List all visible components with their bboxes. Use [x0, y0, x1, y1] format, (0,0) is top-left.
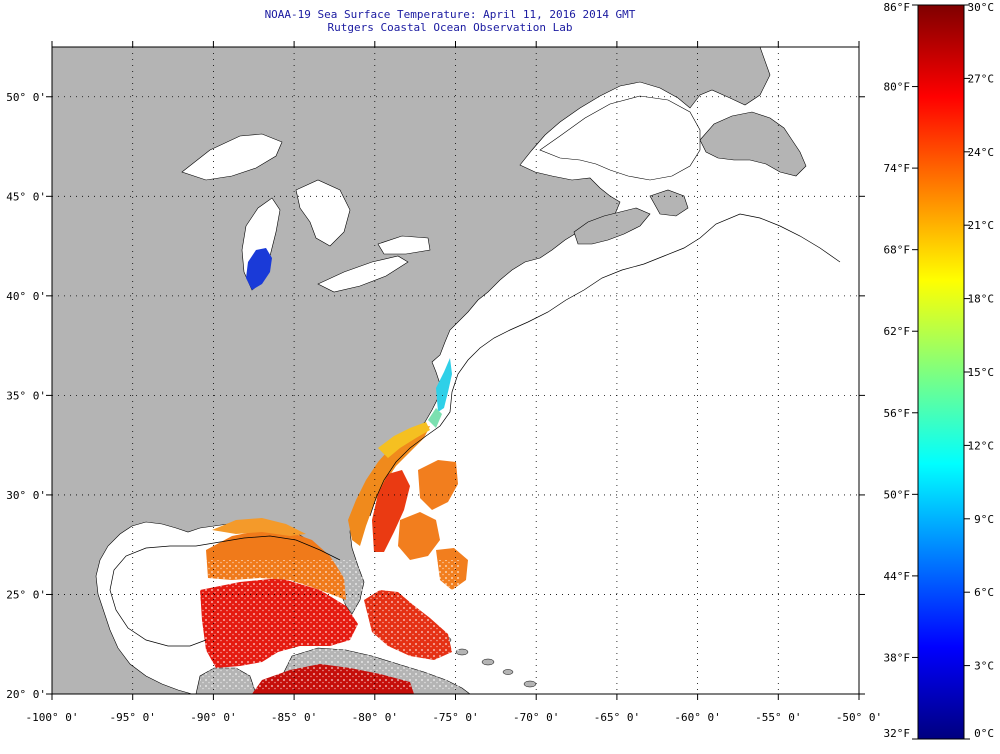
cb-c-label: 24°C [968, 146, 995, 159]
land-newfoundland [699, 111, 807, 177]
cb-f-label: 56°F [884, 407, 911, 420]
lon-tick-label: -100° 0' [26, 711, 79, 724]
latitude-axis: 50° 0' 45° 0' 40° 0' 35° 0' 30° 0' 25° 0' 20° … [6, 91, 865, 701]
cb-f-label: 32°F [884, 727, 911, 740]
lat-tick-label: 40° 0' [6, 290, 46, 303]
cb-c-label: 21°C [968, 219, 995, 232]
cb-f-label: 68°F [884, 244, 911, 257]
sst-carolina-shelf [378, 422, 430, 458]
cb-c-label: 30°C [968, 1, 995, 14]
lon-tick-label: -70° 0' [513, 711, 559, 724]
cb-c-label: 27°C [968, 72, 995, 85]
cloud-mask [200, 560, 460, 690]
cb-c-label: 15°C [968, 366, 995, 379]
cb-f-label: 62°F [884, 325, 911, 338]
lon-tick-label: -80° 0' [352, 711, 398, 724]
colorbar-celsius-labels: 30°C 27°C 24°C 21°C 18°C 15°C 12°C 9°C 6°C 3°C 0°C [964, 1, 994, 740]
gulf-st-lawrence [539, 95, 701, 181]
sst-atlantic-offshore [372, 470, 410, 552]
lat-tick-label: 45° 0' [6, 190, 46, 203]
land-nova-scotia [573, 207, 651, 245]
graticule [52, 47, 859, 694]
map-title: NOAA-19 Sea Surface Temperature: April 1… [264, 8, 636, 21]
lon-tick-label: -65° 0' [594, 711, 640, 724]
map-subtitle: Rutgers Coastal Ocean Observation Lab [327, 21, 573, 34]
cb-c-label: 0°C [974, 727, 994, 740]
land-cape-breton [649, 189, 689, 217]
lon-tick-label: -95° 0' [110, 711, 156, 724]
lon-tick-label: -75° 0' [432, 711, 478, 724]
cb-f-label: 44°F [884, 570, 911, 583]
lat-tick-label: 35° 0' [6, 389, 46, 402]
longitude-axis: -100° 0' -95° 0' -90° 0' -85° 0' -80° 0' -75°… [26, 41, 882, 724]
sst-mid-atlantic [436, 358, 452, 412]
lat-tick-label: 20° 0' [6, 688, 46, 701]
sst-lake-michigan [246, 248, 272, 290]
lon-tick-label: -85° 0' [271, 711, 317, 724]
lat-tick-label: 30° 0' [6, 489, 46, 502]
sst-atlantic-patches [398, 460, 468, 590]
colorbar [917, 4, 965, 740]
cb-f-label: 80°F [884, 81, 911, 94]
cb-f-label: 74°F [884, 162, 911, 175]
lon-tick-label: -55° 0' [755, 711, 801, 724]
cb-c-label: 6°C [974, 586, 994, 599]
lat-tick-label: 50° 0' [6, 91, 46, 104]
cb-c-label: 3°C [974, 660, 994, 673]
cb-c-label: 9°C [974, 513, 994, 526]
lon-tick-label: -50° 0' [836, 711, 882, 724]
land-north-america [52, 47, 771, 694]
sst-gulf-stream [348, 426, 430, 546]
cb-f-label: 86°F [884, 1, 911, 14]
cb-c-label: 12°C [968, 439, 995, 452]
colorbar-fahrenheit-labels: 86°F 80°F 74°F 68°F 62°F 56°F 50°F 44°F 38°F 32°F [884, 1, 918, 740]
lon-tick-label: -90° 0' [190, 711, 236, 724]
cb-f-label: 50°F [884, 488, 911, 501]
shelf-contour [369, 213, 841, 517]
sst-gulf-coast-band [212, 518, 306, 536]
cb-c-label: 18°C [968, 293, 995, 306]
lon-tick-label: -60° 0' [674, 711, 720, 724]
sst-outer-banks [428, 408, 442, 428]
cb-f-label: 38°F [884, 651, 911, 664]
lat-tick-label: 25° 0' [6, 588, 46, 601]
gulf-contour [109, 535, 341, 647]
